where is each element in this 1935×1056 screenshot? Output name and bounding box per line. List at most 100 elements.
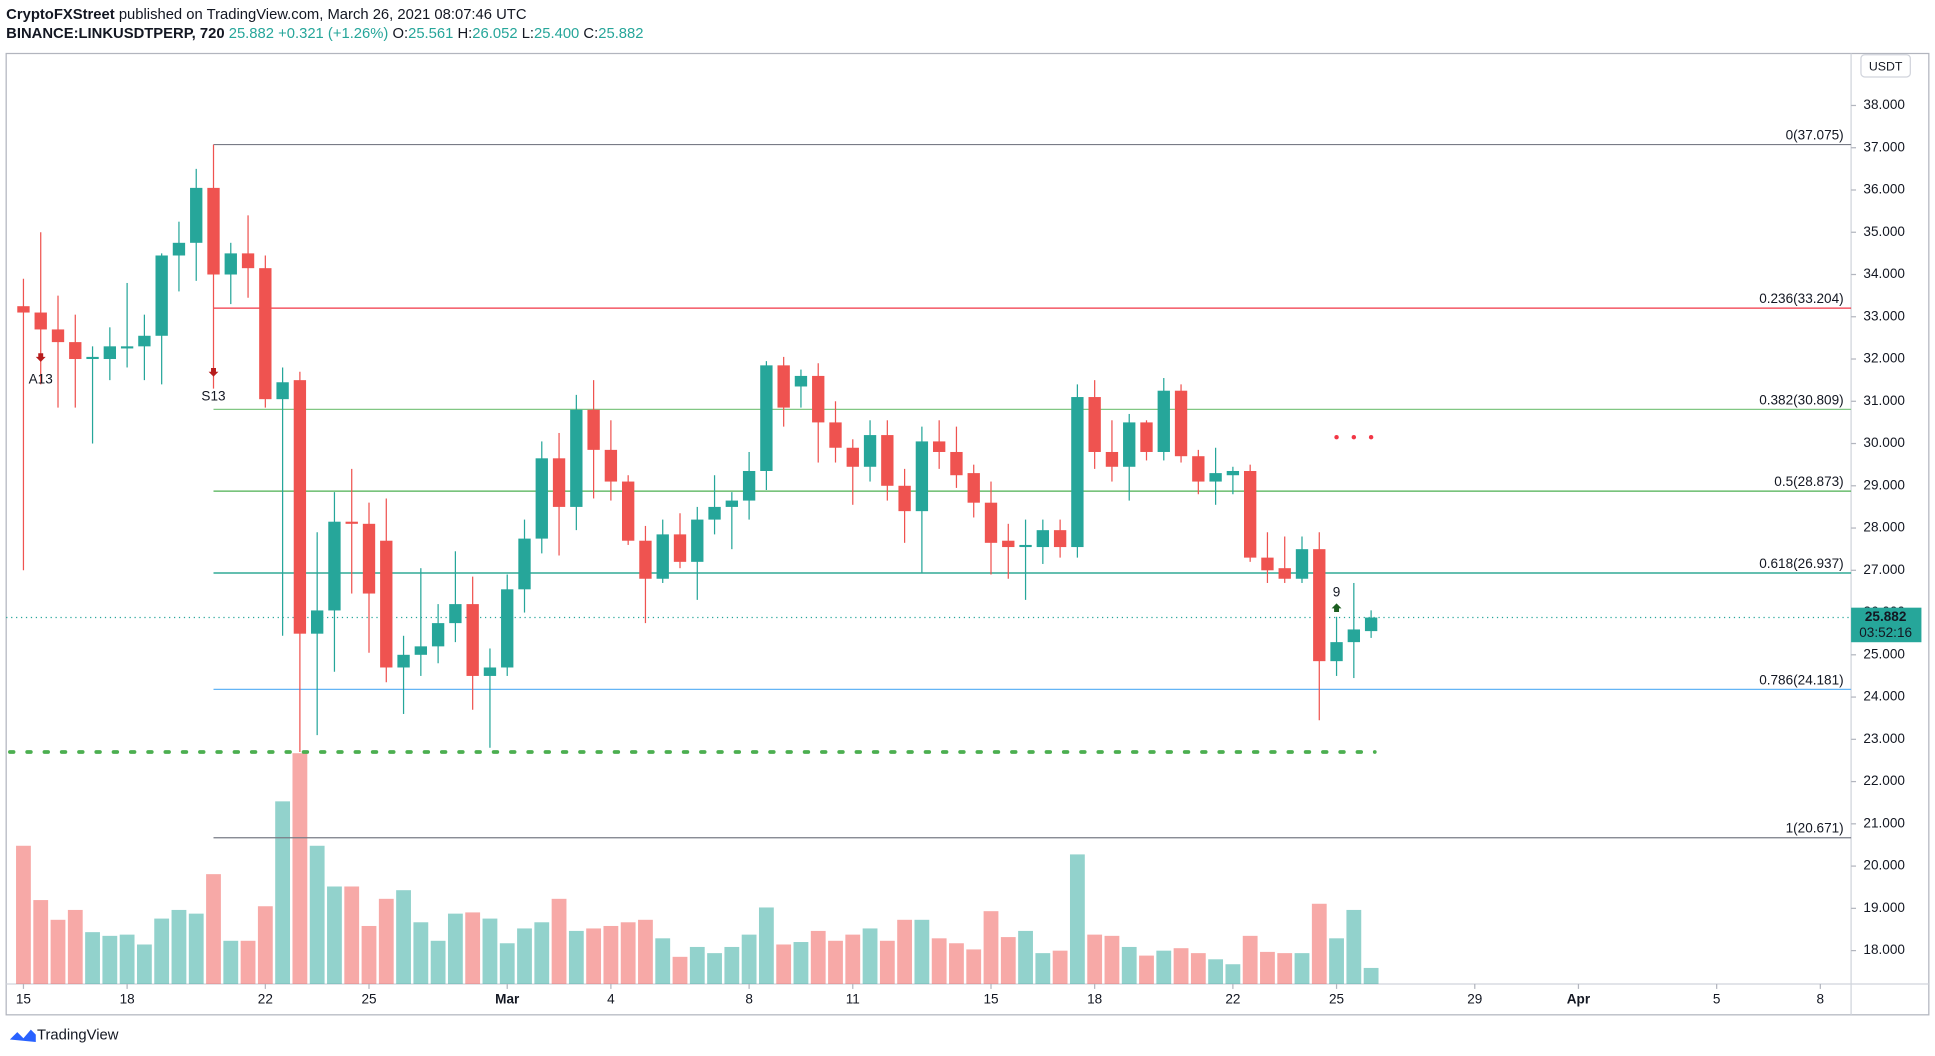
volume-bar xyxy=(966,949,982,984)
candle-body xyxy=(1243,470,1257,558)
x-tick-label: 8 xyxy=(745,992,753,1007)
volume-bar xyxy=(1052,950,1068,984)
y-tick-label: 31.000 xyxy=(1863,393,1905,408)
volume-bar xyxy=(257,906,273,984)
candle-body xyxy=(1157,390,1170,452)
candle-body xyxy=(17,306,30,313)
volume-bar xyxy=(949,943,964,984)
volume-bar xyxy=(1294,953,1310,984)
volume-bar xyxy=(914,919,930,984)
candle-body xyxy=(570,409,583,507)
signal-arrow xyxy=(208,367,219,377)
candle-body xyxy=(604,449,618,482)
volume-bar xyxy=(430,940,446,984)
candle-body xyxy=(742,470,756,501)
candle-body xyxy=(501,589,514,668)
candle-body xyxy=(967,473,980,503)
volume-bar xyxy=(1000,937,1016,984)
volume-bar xyxy=(828,940,843,984)
ohlc-value: 25.561 xyxy=(408,26,453,42)
volume-bar xyxy=(845,934,861,984)
x-tick-label: 22 xyxy=(258,992,273,1007)
candle-body xyxy=(587,409,600,450)
y-tick-label: 36.000 xyxy=(1863,182,1905,197)
volume-bar xyxy=(119,934,135,984)
y-tick-label: 34.000 xyxy=(1863,266,1905,281)
volume-bar xyxy=(1329,938,1344,984)
signal-label: 9 xyxy=(1333,584,1341,599)
volume-bar xyxy=(396,890,411,984)
volume-bar xyxy=(741,934,757,984)
candle-body xyxy=(1019,544,1032,548)
volume-bar xyxy=(188,913,204,984)
y-tick-label: 35.000 xyxy=(1863,224,1905,239)
resistance-dot xyxy=(1368,434,1374,440)
volume-bar xyxy=(1277,953,1293,984)
volume-bar xyxy=(758,907,774,984)
candle-body xyxy=(155,255,168,336)
last-price-tag xyxy=(1851,607,1922,643)
candle-body xyxy=(656,534,669,579)
x-tick-label: 11 xyxy=(846,992,860,1007)
candle-body xyxy=(984,502,998,543)
signal-arrow xyxy=(35,353,46,362)
x-tick-label: 4 xyxy=(607,992,615,1007)
candle-body xyxy=(1053,530,1067,548)
volume-bar xyxy=(33,900,49,984)
candle-body xyxy=(777,365,790,408)
signal-label: A13 xyxy=(29,372,53,387)
ohlc-value: 26.052 xyxy=(472,26,517,42)
volume-bar xyxy=(465,912,481,984)
candle-body xyxy=(518,538,531,590)
x-tick-label: 18 xyxy=(1087,992,1102,1007)
volume-bar xyxy=(1190,953,1206,984)
candle-body xyxy=(639,540,652,579)
volume-bar xyxy=(102,935,118,984)
candle-body xyxy=(207,187,220,275)
x-tick-label: 29 xyxy=(1467,992,1482,1007)
volume-bar xyxy=(1242,935,1258,984)
candle-body xyxy=(1226,470,1240,476)
currency-box xyxy=(1860,54,1911,78)
volume-bar xyxy=(810,930,826,984)
volume-bar xyxy=(534,922,550,984)
x-tick-label: 15 xyxy=(16,992,31,1007)
last-price-label: 25.882 xyxy=(1865,609,1906,624)
volume-bar xyxy=(447,913,463,984)
candle-body xyxy=(1105,451,1119,467)
volume-bar xyxy=(136,944,152,984)
candle-body xyxy=(466,604,479,676)
volume-bar xyxy=(361,925,377,984)
author: CryptoFXStreet xyxy=(6,7,115,23)
candle-body xyxy=(120,346,134,349)
symbol-line: BINANCE:LINKUSDTPERP, 720 25.882 +0.321 … xyxy=(6,26,643,42)
candle-body xyxy=(86,356,99,360)
published: published on TradingView.com, March 26, … xyxy=(119,7,527,23)
x-tick-label: 22 xyxy=(1225,992,1240,1007)
candle-body xyxy=(1330,642,1343,662)
fib-label: 0(37.075) xyxy=(1786,128,1844,143)
last-price: 25.882 xyxy=(229,26,274,42)
ohlc-key: C: xyxy=(583,26,598,42)
candle-body xyxy=(259,268,272,400)
volume-bar xyxy=(240,940,256,984)
candle-body xyxy=(1036,530,1050,548)
candle-body xyxy=(34,312,47,330)
fib-label: 0.786(24.181) xyxy=(1759,672,1843,687)
candle-body xyxy=(172,242,186,256)
candle-body xyxy=(950,451,963,476)
y-tick-label: 18.000 xyxy=(1863,942,1905,957)
volume-bar xyxy=(1173,948,1189,984)
candle-body xyxy=(276,382,289,400)
chart-frame xyxy=(5,52,1930,1016)
volume-bar xyxy=(482,918,498,984)
volume-bar xyxy=(1035,953,1051,984)
candle-body xyxy=(1123,422,1136,467)
volume-bar xyxy=(983,911,999,984)
volume-bar xyxy=(689,946,705,984)
volume-bar xyxy=(897,919,913,984)
candle-body xyxy=(1071,397,1084,548)
volume-bar xyxy=(707,953,722,984)
volume-bar xyxy=(776,944,792,984)
